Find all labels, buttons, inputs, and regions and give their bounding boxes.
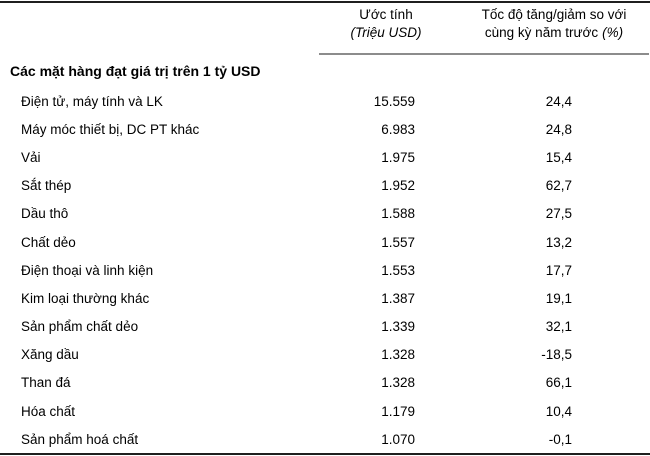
estimate-value: 1.557 <box>381 234 415 250</box>
column-header-growth-line2-text: cùng kỳ năm trước <box>484 25 599 40</box>
table-row: Xăng dầu 1.328 -18,5 <box>0 341 650 369</box>
growth-value: 13,2 <box>545 234 572 250</box>
table-row: Điện thoại và linh kiện 1.553 17,7 <box>0 256 650 284</box>
commodity-name: Xăng dầu <box>21 347 79 363</box>
table-row: Điện tử, máy tính và LK 15.559 24,4 <box>0 87 650 115</box>
estimate-value: 1.339 <box>381 319 415 335</box>
growth-value: 19,1 <box>545 290 572 306</box>
growth-value: 24,8 <box>545 121 572 137</box>
header-separator-rule <box>319 53 649 55</box>
table-row: Sản phẩm chất dẻo 1.339 32,1 <box>0 313 650 341</box>
table-row: Than đá 1.328 66,1 <box>0 369 650 397</box>
table-header: Ước tính (Triệu USD) Tốc độ tăng/giảm so… <box>0 3 650 53</box>
growth-value: 27,5 <box>545 206 572 222</box>
table-top-rule <box>0 1 650 3</box>
table-row: Hóa chất 1.179 10,4 <box>0 397 650 425</box>
commodity-name: Dầu thô <box>21 206 69 222</box>
table-row: Sản phẩm hoá chất 1.070 -0,1 <box>0 425 650 453</box>
table-row: Dầu thô 1.588 27,5 <box>0 200 650 228</box>
table-row: Chất dẻo 1.557 13,2 <box>0 228 650 256</box>
table-row: Kim loại thường khác 1.387 19,1 <box>0 284 650 312</box>
growth-value: 17,7 <box>545 262 572 278</box>
commodity-name: Kim loại thường khác <box>21 290 150 306</box>
growth-value: -18,5 <box>541 347 572 363</box>
estimate-value: 1.952 <box>381 178 415 194</box>
commodity-name: Than đá <box>21 375 71 391</box>
growth-value: 62,7 <box>545 178 572 194</box>
commodity-name: Vải <box>21 149 41 165</box>
estimate-value: 1.328 <box>381 375 415 391</box>
section-header: Các mặt hàng đạt giá trị trên 1 tỷ USD <box>10 63 261 79</box>
growth-value: 66,1 <box>545 375 572 391</box>
commodity-name: Sản phẩm chất dẻo <box>21 319 139 335</box>
commodity-name: Máy móc thiết bị, DC PT khác <box>21 121 200 137</box>
estimate-value: 1.975 <box>381 149 415 165</box>
growth-value: 15,4 <box>545 149 572 165</box>
column-header-estimate: Ước tính (Triệu USD) <box>320 6 452 42</box>
column-header-growth-line2: cùng kỳ năm trước (%) <box>458 24 650 42</box>
column-header-growth-line1: Tốc độ tăng/giảm so với <box>481 7 627 22</box>
commodity-name: Điện thoại và linh kiện <box>21 262 154 278</box>
growth-value: 10,4 <box>545 403 572 419</box>
estimate-value: 6.983 <box>381 121 415 137</box>
commodity-name: Chất dẻo <box>21 234 76 250</box>
estimate-value: 1.387 <box>381 290 415 306</box>
column-header-growth: Tốc độ tăng/giảm so với cùng kỳ năm trướ… <box>458 6 650 42</box>
growth-value: 32,1 <box>545 319 572 335</box>
table-row: Vải 1.975 15,4 <box>0 143 650 171</box>
commodity-name: Điện tử, máy tính và LK <box>21 93 163 109</box>
table-row: Máy móc thiết bị, DC PT khác 6.983 24,8 <box>0 115 650 143</box>
table-row: Sắt thép 1.952 62,7 <box>0 172 650 200</box>
commodity-name: Sản phẩm hoá chất <box>21 431 139 447</box>
estimate-value: 1.179 <box>381 403 415 419</box>
estimate-value: 1.070 <box>381 431 415 447</box>
estimate-value: 15.559 <box>373 93 415 109</box>
estimate-value: 1.328 <box>381 347 415 363</box>
column-header-growth-unit: (%) <box>602 25 624 40</box>
commodity-name: Sắt thép <box>21 178 72 194</box>
table-body: Điện tử, máy tính và LK 15.559 24,4 Máy … <box>0 87 650 453</box>
growth-value: 24,4 <box>545 93 572 109</box>
column-header-estimate-line1: Ước tính <box>359 7 413 22</box>
commodity-name: Hóa chất <box>21 403 76 419</box>
estimate-value: 1.588 <box>381 206 415 222</box>
estimate-value: 1.553 <box>381 262 415 278</box>
growth-value: -0,1 <box>548 431 572 447</box>
column-header-estimate-unit: (Triệu USD) <box>350 25 422 40</box>
table-bottom-rule <box>0 453 650 456</box>
